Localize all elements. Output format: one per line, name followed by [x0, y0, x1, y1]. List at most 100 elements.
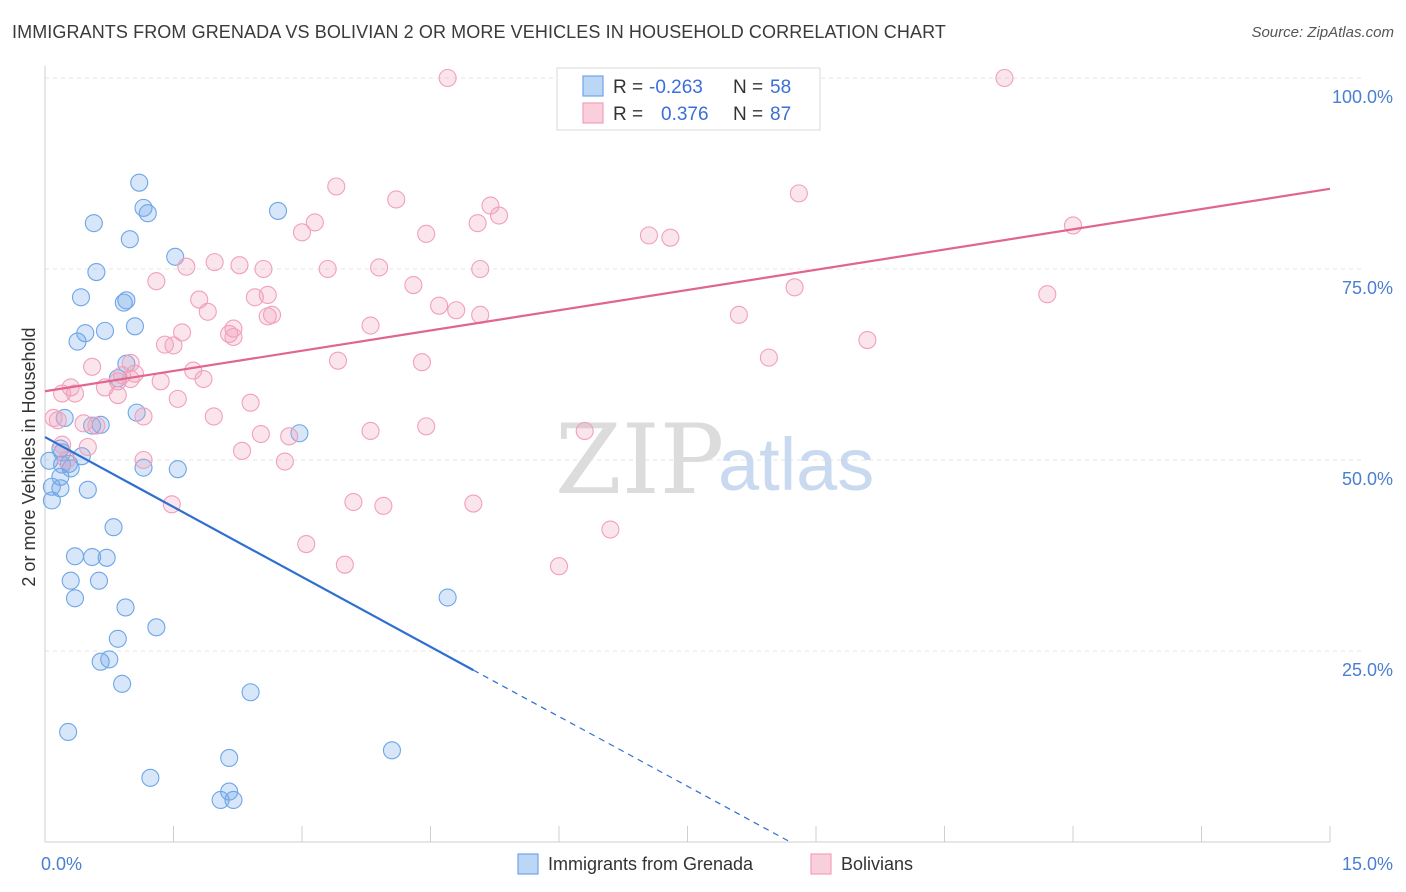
stats-legend: R = -0.263 N = 58 R = 0.376 N = 87: [556, 67, 821, 131]
point-bolivians: [258, 307, 277, 326]
point-bolivians: [639, 226, 659, 245]
grid-lines: [45, 77, 1365, 652]
point-bolivians: [134, 407, 153, 426]
source-label: Source: ZipAtlas.com: [1251, 24, 1394, 41]
point-grenada: [65, 547, 85, 566]
point-grenada: [168, 460, 187, 479]
point-grenada: [241, 683, 260, 702]
y-tick-label: 100.0%: [1332, 87, 1393, 107]
point-grenada: [138, 204, 157, 223]
point-bolivians: [387, 190, 406, 209]
series-legend: Immigrants from Grenada Bolivians: [517, 853, 913, 875]
legend-r-label: R =: [613, 77, 643, 98]
point-bolivians: [417, 224, 436, 243]
legend-n-label: N =: [733, 104, 763, 125]
trend-line-grenada-extension: [473, 669, 791, 843]
point-bolivians: [224, 327, 243, 347]
point-grenada: [65, 589, 85, 608]
point-grenada: [61, 571, 80, 590]
point-bolivians: [190, 290, 209, 309]
point-grenada: [113, 674, 132, 693]
point-grenada: [268, 201, 288, 220]
point-bolivians: [318, 259, 337, 279]
y-tick-labels: 25.0% 50.0% 75.0% 100.0%: [1332, 87, 1393, 680]
point-bolivians: [198, 302, 217, 321]
point-grenada: [97, 548, 116, 567]
point-grenada: [42, 491, 61, 510]
point-grenada: [134, 458, 153, 477]
point-bolivians: [83, 357, 102, 376]
point-bolivians: [995, 68, 1014, 88]
point-bolivians: [430, 296, 449, 315]
point-bolivians: [370, 258, 389, 277]
y-tick-label: 75.0%: [1342, 278, 1393, 298]
point-grenada: [147, 618, 166, 637]
legend-swatch-grenada: [582, 75, 604, 97]
trend-line-grenada: [44, 436, 474, 672]
point-bolivians: [361, 316, 380, 335]
point-bolivians: [297, 534, 316, 554]
point-grenada: [95, 321, 115, 340]
point-bolivians: [335, 555, 354, 574]
point-bolivians: [108, 386, 127, 405]
point-grenada: [108, 629, 127, 648]
point-grenada: [130, 173, 149, 192]
point-bolivians: [344, 492, 363, 512]
point-bolivians: [205, 253, 224, 272]
trend-line-bolivians: [44, 187, 1331, 393]
point-bolivians: [241, 393, 260, 412]
series-legend-bolivians: Bolivians: [841, 854, 913, 874]
point-bolivians: [789, 184, 808, 203]
point-grenada: [211, 790, 230, 810]
point-bolivians: [305, 213, 324, 232]
point-bolivians: [729, 305, 748, 324]
point-grenada: [290, 424, 309, 443]
point-bolivians: [361, 421, 380, 441]
x-tick-label: 15.0%: [1342, 854, 1393, 874]
legend-n-bolivians: 87: [770, 104, 791, 125]
point-bolivians: [374, 496, 393, 515]
point-bolivians: [417, 417, 436, 436]
point-grenada: [104, 518, 123, 537]
point-grenada: [141, 768, 160, 787]
point-grenada: [114, 293, 133, 312]
x-tick-label: 0.0%: [41, 854, 82, 874]
point-bolivians: [292, 223, 312, 242]
point-bolivians: [232, 441, 252, 460]
point-bolivians: [759, 348, 778, 367]
point-bolivians: [78, 437, 97, 457]
point-bolivians: [858, 331, 877, 350]
point-bolivians: [204, 407, 223, 426]
point-grenada: [91, 652, 110, 671]
point-bolivians: [464, 494, 483, 513]
point-bolivians: [134, 450, 153, 470]
point-bolivians: [87, 416, 106, 435]
point-bolivians: [168, 389, 187, 408]
point-bolivians: [121, 353, 140, 373]
point-bolivians: [194, 369, 213, 389]
legend-n-grenada: 58: [770, 77, 791, 98]
x-tick-labels: 0.0% 15.0%: [41, 854, 1393, 874]
point-grenada: [382, 741, 402, 760]
point-grenada: [83, 547, 102, 567]
point-bolivians: [44, 408, 63, 428]
y-tick-label: 50.0%: [1342, 469, 1393, 489]
point-bolivians: [447, 301, 466, 320]
watermark: ZIP atlas: [555, 404, 874, 516]
point-bolivians: [254, 259, 273, 279]
point-bolivians: [1063, 216, 1083, 235]
point-bolivians: [57, 450, 76, 470]
chart-title: IMMIGRANTS FROM GRENADA VS BOLIVIAN 2 OR…: [12, 22, 946, 42]
point-bolivians: [151, 372, 170, 391]
point-bolivians: [489, 206, 509, 225]
point-grenada: [116, 598, 135, 617]
point-grenada: [78, 480, 97, 499]
point-grenada: [438, 588, 457, 607]
point-grenada: [59, 722, 78, 742]
point-bolivians: [327, 177, 346, 196]
point-bolivians: [65, 384, 85, 403]
legend-n-label: N =: [733, 77, 763, 98]
point-bolivians: [177, 257, 196, 276]
point-bolivians: [328, 351, 348, 370]
